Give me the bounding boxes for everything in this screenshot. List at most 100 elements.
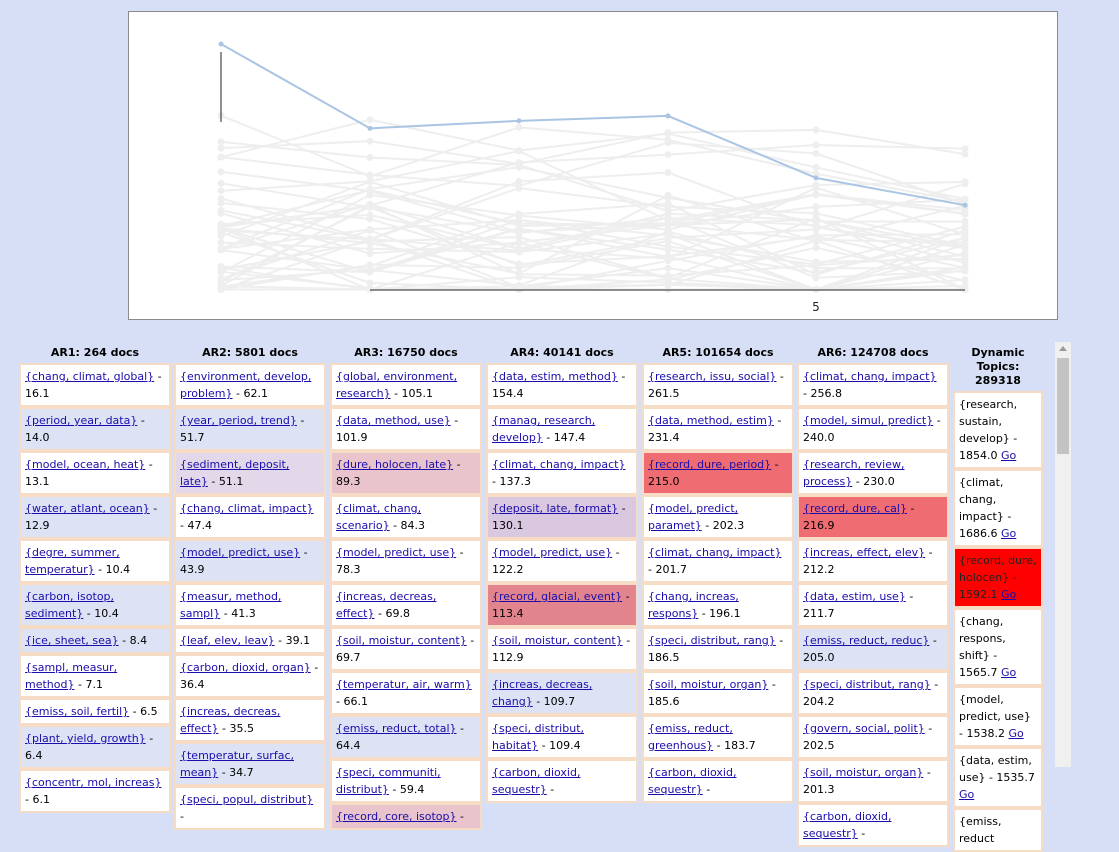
background-series-point	[217, 286, 225, 294]
topic-link[interactable]: {data, estim, use}	[803, 590, 906, 603]
topic-link[interactable]: {soil, moistur, content}	[336, 634, 467, 647]
topic-link[interactable]: {increas, decreas, effect}	[180, 705, 281, 735]
topic-link[interactable]: {soil, moistur, organ}	[803, 766, 924, 779]
topic-link[interactable]: {increas, decreas, chang}	[492, 678, 593, 708]
topic-score: -	[180, 810, 184, 823]
background-series-line	[220, 140, 966, 213]
topic-link[interactable]: {model, simul, predict}	[803, 414, 934, 427]
topic-link[interactable]: {soil, moistur, content}	[492, 634, 623, 647]
background-series-point	[961, 206, 969, 214]
topic-link[interactable]: {research, issu, social}	[648, 370, 777, 383]
topic-link[interactable]: {speci, distribut, habitat}	[492, 722, 585, 752]
topic-link[interactable]: {carbon, isotop, sediment}	[25, 590, 115, 620]
background-series-point	[812, 190, 820, 198]
topic-link[interactable]: {speci, distribut, rang}	[803, 678, 931, 691]
topic-cell: {carbon, dioxid, sequestr} -	[797, 803, 949, 847]
topic-link[interactable]: {model, predict, paramet}	[648, 502, 739, 532]
topic-score: - 201.7	[648, 563, 687, 576]
column-header: AR1: 264 docs	[50, 346, 140, 359]
topic-cell: {record, glacial, event} - 113.4	[486, 583, 638, 627]
topic-link[interactable]: {carbon, dioxid, organ}	[180, 661, 311, 674]
scrollbar-thumb[interactable]	[1057, 358, 1069, 454]
topic-link[interactable]: {water, atlant, ocean}	[25, 502, 150, 515]
vertical-scrollbar[interactable]	[1055, 342, 1071, 767]
topic-link[interactable]: {carbon, dioxid, sequestr}	[492, 766, 581, 796]
go-link[interactable]: Go	[1001, 449, 1017, 462]
topic-link[interactable]: {model, ocean, heat}	[25, 458, 146, 471]
topic-link[interactable]: {model, predict, use}	[336, 546, 457, 559]
topic-link[interactable]: {emiss, reduct, total}	[336, 722, 457, 735]
go-link[interactable]: Go	[959, 788, 975, 801]
topic-link[interactable]: {temperatur, air, warm}	[336, 678, 472, 691]
topic-link[interactable]: {data, method, use}	[336, 414, 451, 427]
topic-link[interactable]: {research, review, process}	[803, 458, 905, 488]
background-series-point	[515, 239, 523, 247]
go-link[interactable]: Go	[1008, 727, 1024, 740]
scroll-up-arrow-icon[interactable]	[1059, 346, 1067, 351]
background-series-line	[220, 246, 966, 291]
topic-cell: {increas, effect, elev} - 212.2	[797, 539, 949, 583]
topic-link[interactable]: {carbon, dioxid, sequestr}	[648, 766, 737, 796]
topic-link[interactable]: {degre, summer, temperatur}	[25, 546, 120, 576]
topic-link[interactable]: {climat, chang, impact}	[492, 458, 626, 471]
dynamic-topics-count: 289318	[975, 374, 1021, 387]
background-series-point	[217, 268, 225, 276]
topic-link[interactable]: {record, glacial, event}	[492, 590, 623, 603]
topic-link[interactable]: {data, method, estim}	[648, 414, 774, 427]
go-link[interactable]: Go	[1001, 527, 1017, 540]
topic-link[interactable]: {emiss, reduct, greenhous}	[648, 722, 733, 752]
topic-cell: {record, core, isotop} -	[330, 803, 482, 830]
topic-link[interactable]: {soil, moistur, organ}	[648, 678, 769, 691]
topic-link[interactable]: {global, environment, research}	[336, 370, 458, 400]
topic-score: - 34.7	[218, 766, 254, 779]
topic-link[interactable]: {leaf, elev, leav}	[180, 634, 275, 647]
topic-link[interactable]: {climat, chang, impact}	[648, 546, 782, 559]
topic-link[interactable]: {increas, decreas, effect}	[336, 590, 437, 620]
topic-link[interactable]: {model, predict, use}	[180, 546, 301, 559]
topic-link[interactable]: {period, year, data}	[25, 414, 138, 427]
topic-link[interactable]: {chang, increas, respons}	[648, 590, 739, 620]
topic-link[interactable]: {climat, chang, scenario}	[336, 502, 422, 532]
topic-link[interactable]: {emiss, reduct, reduc}	[803, 634, 930, 647]
topic-link[interactable]: {measur, method, sampl}	[180, 590, 282, 620]
topic-link[interactable]: {year, period, trend}	[180, 414, 297, 427]
topic-link[interactable]: {concentr, mol, increas}	[25, 776, 162, 789]
topic-score: - 185.6	[648, 678, 776, 708]
topic-link[interactable]: {record, core, isotop}	[336, 810, 457, 823]
background-series-point	[812, 238, 820, 246]
topic-score: - 39.1	[274, 634, 311, 647]
topic-link[interactable]: {dure, holocen, late}	[336, 458, 454, 471]
topic-link[interactable]: {chang, climat, global}	[25, 370, 155, 383]
topic-link[interactable]: {govern, social, polit}	[803, 722, 925, 735]
topic-link[interactable]: {speci, distribut, rang}	[648, 634, 776, 647]
background-series-point	[366, 215, 374, 223]
topic-link[interactable]: {data, estim, method}	[492, 370, 618, 383]
background-series-point	[366, 172, 374, 180]
topic-score: - 215.0	[648, 458, 779, 488]
topic-link[interactable]: {increas, effect, elev}	[803, 546, 926, 559]
topic-cell: {deposit, late, format} - 130.1	[486, 495, 638, 539]
topic-link[interactable]: {plant, yield, growth}	[25, 732, 146, 745]
topic-link[interactable]: {ice, sheet, sea}	[25, 634, 119, 647]
background-series-line	[220, 202, 966, 269]
background-series-point	[366, 225, 374, 233]
topic-score: - 41.3	[220, 607, 256, 620]
topic-link[interactable]: {manag, research, develop}	[492, 414, 596, 444]
topic-link[interactable]: {chang, climat, impact}	[180, 502, 314, 515]
topic-link[interactable]: {emiss, soil, fertil}	[25, 705, 130, 718]
go-link[interactable]: Go	[1001, 666, 1017, 679]
topic-link[interactable]: {carbon, dioxid, sequestr}	[803, 810, 892, 840]
topic-link[interactable]: {record, dure, period}	[648, 458, 772, 471]
topic-link[interactable]: {sediment, deposit, late}	[180, 458, 290, 488]
topic-link[interactable]: {deposit, late, format}	[492, 502, 619, 515]
topic-link[interactable]: {sampl, measur, method}	[25, 661, 118, 691]
topic-link[interactable]: {climat, chang, impact}	[803, 370, 937, 383]
topic-cell: {chang, increas, respons} - 196.1	[642, 583, 794, 627]
topic-cell: {data, estim, use} - 211.7	[797, 583, 949, 627]
topic-link[interactable]: {model, predict, use}	[492, 546, 613, 559]
topic-link[interactable]: {environment, develop, problem}	[180, 370, 312, 400]
topic-link[interactable]: {speci, popul, distribut}	[180, 793, 314, 806]
go-link[interactable]: Go	[1001, 588, 1017, 601]
topic-link[interactable]: {record, dure, cal}	[803, 502, 907, 515]
background-series-line	[220, 128, 966, 165]
